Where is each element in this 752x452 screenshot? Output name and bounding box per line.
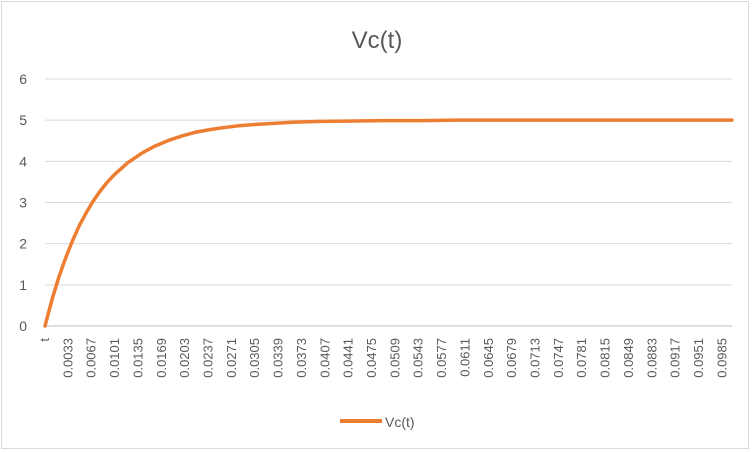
x-tick-label: 0.0305	[247, 338, 262, 378]
x-tick-label: 0.0849	[621, 338, 636, 378]
y-axis-tick-labels: 0 1 2 3 4 5 6	[19, 71, 27, 334]
x-tick-label: 0.0543	[411, 338, 426, 378]
x-tick-label: 0.0883	[644, 338, 659, 378]
series-line-vc	[43, 118, 734, 328]
x-tick-label: 0.0067	[84, 338, 99, 378]
x-tick-label: 0.0169	[154, 338, 169, 378]
x-axis-tick-labels: t 0.0033 0.0067 0.0101 0.0135 0.0169 0.0203 0.0…	[37, 338, 729, 378]
y-tick-label: 6	[19, 71, 27, 87]
legend-label: Vc(t)	[385, 414, 415, 430]
x-tick-label: 0.0509	[387, 338, 402, 378]
x-tick-label: 0.0033	[60, 338, 75, 378]
x-tick-label: 0.0237	[201, 338, 216, 378]
chart-title: Vc(t)	[352, 27, 403, 54]
x-tick-label: 0.0713	[528, 338, 543, 378]
x-tick-label: 0.0101	[107, 338, 122, 378]
x-tick-label: 0.0645	[481, 338, 496, 378]
y-tick-label: 1	[19, 277, 27, 293]
x-tick-label: 0.0135	[130, 338, 145, 378]
y-tick-label: 3	[19, 195, 27, 211]
x-tick-label: 0.0611	[457, 338, 472, 377]
x-tick-label: 0.0679	[504, 338, 519, 378]
grid-layer	[45, 78, 732, 327]
x-tick-label: 0.0441	[341, 338, 356, 378]
x-tick-label: t	[37, 338, 52, 342]
y-tick-label: 4	[19, 153, 27, 169]
x-tick-label: 0.0951	[691, 338, 706, 378]
x-tick-label: 0.0577	[434, 338, 449, 378]
x-tick-label: 0.0339	[271, 338, 286, 378]
x-tick-label: 0.0917	[668, 338, 683, 378]
x-tick-label: 0.0781	[574, 338, 589, 378]
y-tick-label: 2	[19, 236, 27, 252]
x-tick-label: 0.0815	[598, 338, 613, 378]
series-layer	[43, 118, 734, 328]
y-tick-label: 5	[19, 112, 27, 128]
x-tick-label: 0.0271	[224, 338, 239, 378]
x-tick-label: 0.0203	[177, 338, 192, 378]
x-tick-label: 0.0985	[714, 338, 729, 378]
y-tick-label: 0	[19, 318, 27, 334]
legend: Vc(t)	[340, 414, 415, 430]
x-tick-label: 0.0373	[294, 338, 309, 378]
x-tick-label: 0.0407	[317, 338, 332, 378]
x-tick-label: 0.0475	[364, 338, 379, 378]
x-tick-label: 0.0747	[551, 338, 566, 378]
